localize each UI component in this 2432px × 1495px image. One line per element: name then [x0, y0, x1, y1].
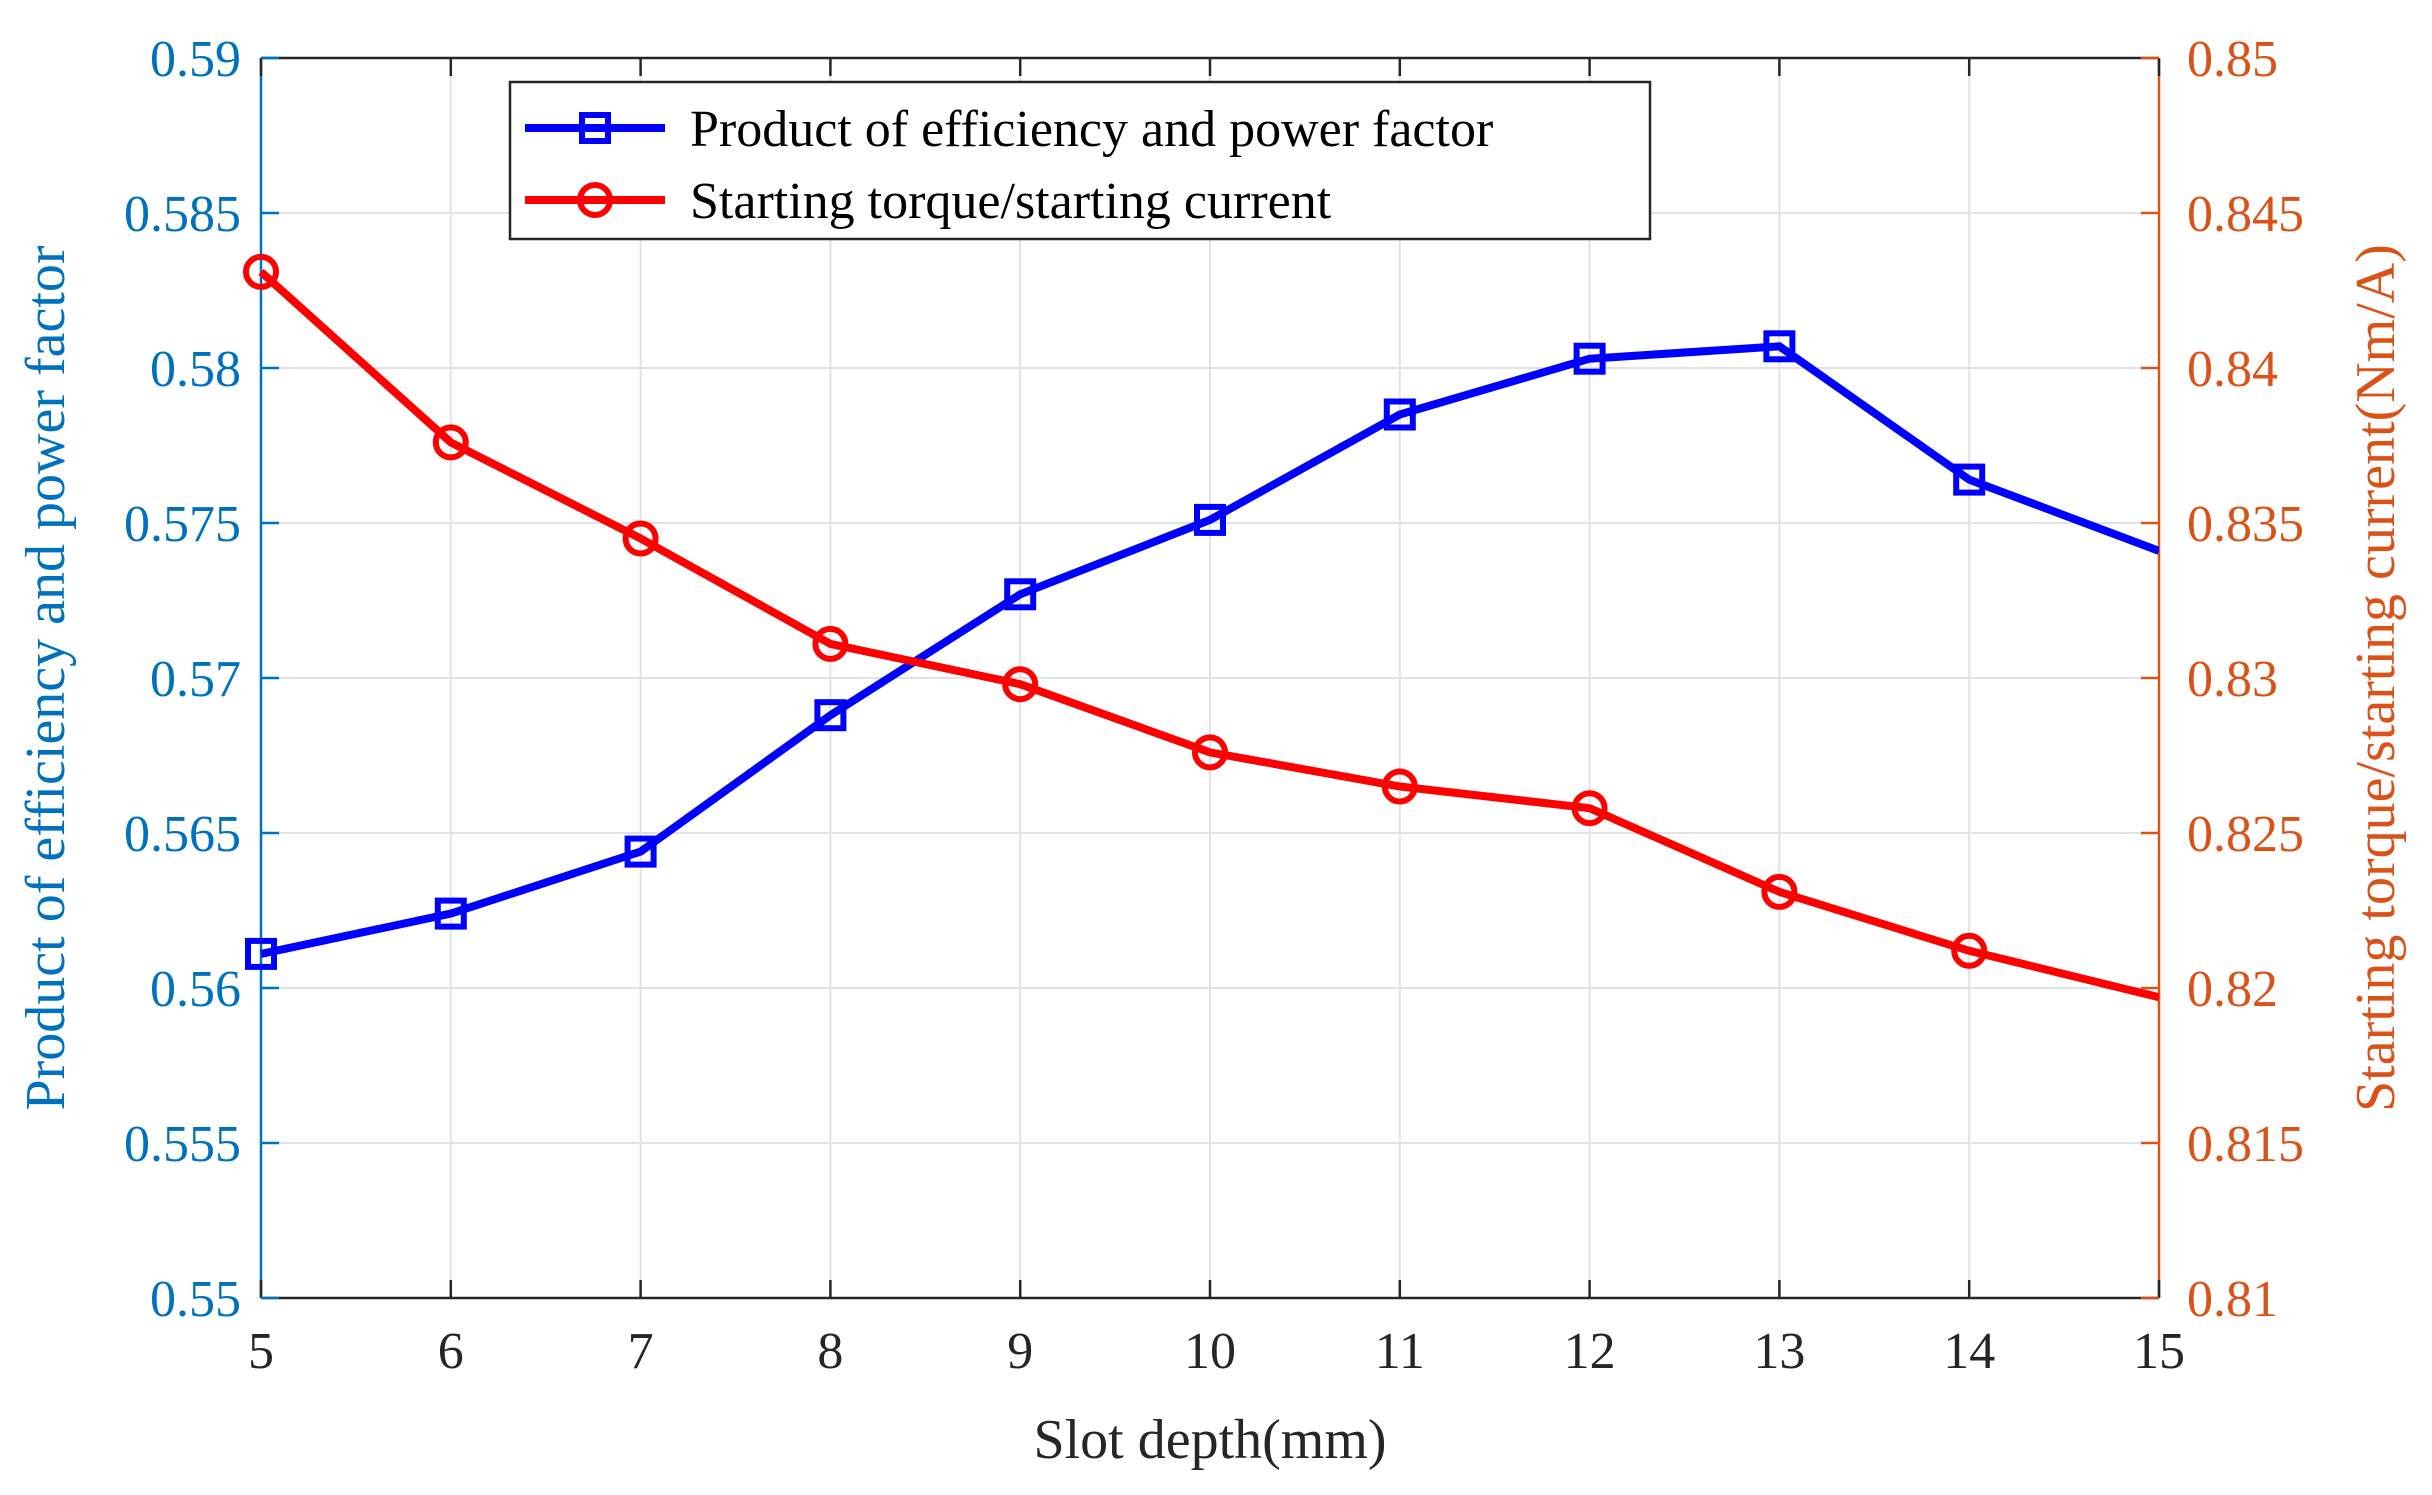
circle-marker [812, 625, 849, 662]
circle-marker [622, 520, 659, 557]
legend-square-marker [579, 112, 611, 144]
x-tick-label: 9 [1007, 1323, 1033, 1380]
x-tick-label: 12 [1564, 1323, 1616, 1380]
square-marker [1763, 330, 1796, 363]
left-y-tick-label: 0.57 [150, 651, 241, 708]
series-lines [243, 253, 2159, 1002]
legend-label: Product of efficiency and power factor [690, 101, 1493, 158]
square-marker [1004, 578, 1037, 611]
legend-label: Starting torque/starting current [690, 173, 1332, 230]
right-y-tick-label: 0.815 [2187, 1116, 2304, 1173]
x-tick-label: 14 [1943, 1323, 1995, 1380]
square-marker [814, 699, 847, 732]
x-tick-label: 15 [2133, 1323, 2185, 1380]
left-y-axis-title: Product of efficiency and power factor [15, 245, 77, 1110]
circle-marker [1381, 768, 1418, 805]
x-axis-title: Slot depth(mm) [1033, 1409, 1386, 1471]
left-y-tick-label: 0.55 [150, 1271, 241, 1328]
left-y-tick-label: 0.56 [150, 961, 241, 1018]
x-tick-label: 8 [817, 1323, 843, 1380]
right-y-axis-title: Starting torque/starting current(Nm/A) [2345, 244, 2407, 1112]
right-y-tick-label: 0.845 [2187, 186, 2304, 243]
x-tick-label: 13 [1753, 1323, 1805, 1380]
right-y-tick-label: 0.825 [2187, 806, 2304, 863]
x-tick-label: 10 [1184, 1323, 1236, 1380]
left-y-tick-label: 0.565 [124, 806, 241, 863]
right-y-tick-label: 0.81 [2187, 1271, 2278, 1328]
circle-marker [1571, 790, 1608, 827]
legend-box [508, 80, 1652, 241]
right-y-tick-label: 0.83 [2187, 651, 2278, 708]
square-marker [1194, 503, 1226, 536]
square-marker [1573, 342, 1606, 375]
left-y-tick-label: 0.575 [124, 496, 241, 553]
circle-marker [1002, 666, 1039, 703]
series-line [260, 342, 2159, 958]
axes: 5 6 7 8 9 10 11 12 13 14 15 0.55 0.555 0.56 0.565 0.57 0… [15, 31, 2407, 1471]
right-y-tick-label: 0.85 [2187, 31, 2278, 88]
legend-circle-marker [577, 182, 613, 218]
square-marker [245, 937, 277, 970]
left-y-tick-label: 0.585 [124, 186, 241, 243]
legend: Product of efficiency and power factor St… [508, 80, 1652, 241]
right-y-tick-label: 0.835 [2187, 496, 2304, 553]
left-y-tick-label: 0.555 [124, 1116, 241, 1173]
right-y-tick-label: 0.82 [2187, 961, 2278, 1018]
x-tick-label: 5 [248, 1323, 274, 1380]
grid-lines [261, 58, 2159, 1298]
x-tick-label: 7 [628, 1323, 654, 1380]
x-tick-label: 6 [438, 1323, 464, 1380]
series-line [258, 268, 2159, 1002]
series-2 [243, 253, 2159, 1002]
right-y-tick-label: 0.84 [2187, 341, 2278, 398]
series-1 [245, 330, 2159, 970]
circle-marker [243, 253, 279, 290]
x-tick-label: 11 [1375, 1323, 1425, 1380]
square-marker [434, 897, 467, 930]
circle-marker [432, 424, 469, 461]
left-y-tick-label: 0.58 [150, 341, 241, 398]
circle-marker [1951, 932, 1988, 969]
circle-marker [1761, 873, 1798, 910]
left-y-tick-label: 0.59 [150, 31, 241, 88]
circle-marker [1192, 734, 1228, 771]
square-marker [1383, 398, 1416, 431]
square-marker [624, 835, 657, 868]
square-marker [1953, 463, 1986, 496]
